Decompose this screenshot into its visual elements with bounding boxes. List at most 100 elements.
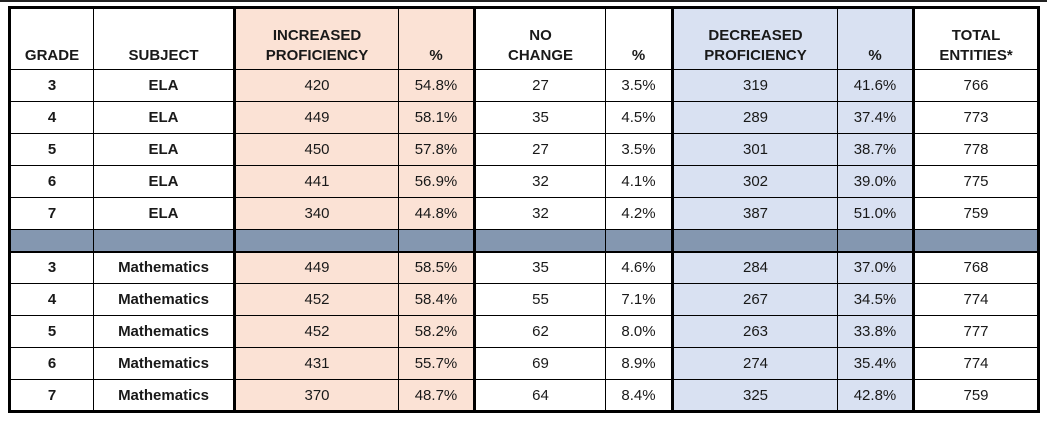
cell-no-change-pct: 7.1% bbox=[605, 283, 673, 316]
cell-increased-pct: 54.8% bbox=[398, 69, 475, 102]
cell-grade: 5 bbox=[9, 133, 94, 166]
cell-subject: ELA bbox=[93, 69, 235, 102]
cell-grade: 3 bbox=[9, 69, 94, 102]
cell-no-change-pct: 3.5% bbox=[605, 69, 673, 102]
cell-subject: ELA bbox=[93, 197, 235, 230]
col-header-total-entities: TOTAL ENTITIES* bbox=[912, 7, 1039, 70]
cell-total-entities: 777 bbox=[912, 315, 1039, 348]
cell-no-change: 32 bbox=[473, 197, 606, 230]
col-header-no-change-pct: % bbox=[605, 7, 673, 70]
cell-no-change-pct: 3.5% bbox=[605, 133, 673, 166]
cell-subject: Mathematics bbox=[93, 251, 235, 284]
cell-increased-proficiency: 449 bbox=[233, 101, 399, 134]
cell-decreased-pct: 39.0% bbox=[837, 165, 914, 198]
cell-increased-proficiency: 370 bbox=[233, 379, 399, 412]
col-header-no-change: NO CHANGE bbox=[473, 7, 606, 70]
table-row-math: 5 Mathematics 452 58.2% 62 8.0% 263 33.8% 777 bbox=[9, 315, 1039, 348]
cell-no-change: 27 bbox=[473, 69, 606, 102]
cell-total-entities: 773 bbox=[912, 101, 1039, 134]
cell-increased-pct: 58.1% bbox=[398, 101, 475, 134]
cell-total-entities: 759 bbox=[912, 197, 1039, 230]
cell-decreased-proficiency: 267 bbox=[671, 283, 838, 316]
cell-subject: Mathematics bbox=[93, 347, 235, 380]
cell-decreased-proficiency: 289 bbox=[671, 101, 838, 134]
cell-subject bbox=[93, 229, 235, 253]
cell-decreased-pct: 42.8% bbox=[837, 379, 914, 412]
cell-decreased-pct: 33.8% bbox=[837, 315, 914, 348]
cell-no-change-pct: 8.0% bbox=[605, 315, 673, 348]
table-row-ela: 7 ELA 340 44.8% 32 4.2% 387 51.0% 759 bbox=[9, 197, 1039, 230]
cell-decreased-proficiency: 301 bbox=[671, 133, 838, 166]
cell-no-change: 27 bbox=[473, 133, 606, 166]
cell-no-change-pct: 4.6% bbox=[605, 251, 673, 284]
cell-no-change: 55 bbox=[473, 283, 606, 316]
cell-increased-pct: 58.4% bbox=[398, 283, 475, 316]
col-header-decreased-pct: % bbox=[837, 7, 914, 70]
cell-increased-proficiency: 452 bbox=[233, 315, 399, 348]
table-row-math: 7 Mathematics 370 48.7% 64 8.4% 325 42.8% 759 bbox=[9, 379, 1039, 412]
cell-no-change-pct: 8.9% bbox=[605, 347, 673, 380]
cell-no-change bbox=[473, 229, 606, 253]
cell-decreased-proficiency: 319 bbox=[671, 69, 838, 102]
cell-total-entities: 759 bbox=[912, 379, 1039, 412]
cell-subject: ELA bbox=[93, 133, 235, 166]
table-row-math: 4 Mathematics 452 58.4% 55 7.1% 267 34.5% 774 bbox=[9, 283, 1039, 316]
table-row-math: 6 Mathematics 431 55.7% 69 8.9% 274 35.4% 774 bbox=[9, 347, 1039, 380]
cell-increased-proficiency: 340 bbox=[233, 197, 399, 230]
cell-increased-proficiency: 431 bbox=[233, 347, 399, 380]
cell-decreased-proficiency: 284 bbox=[671, 251, 838, 284]
cell-decreased-proficiency: 274 bbox=[671, 347, 838, 380]
top-edge-line bbox=[0, 0, 1047, 2]
col-header-decreased-proficiency: DECREASED PROFICIENCY bbox=[671, 7, 838, 70]
cell-decreased-pct: 38.7% bbox=[837, 133, 914, 166]
cell-decreased-pct: 51.0% bbox=[837, 197, 914, 230]
cell-decreased-proficiency: 302 bbox=[671, 165, 838, 198]
cell-increased-pct: 58.5% bbox=[398, 251, 475, 284]
table-row-ela: 6 ELA 441 56.9% 32 4.1% 302 39.0% 775 bbox=[9, 165, 1039, 198]
cell-decreased-pct: 37.4% bbox=[837, 101, 914, 134]
header-row: GRADE SUBJECT INCREASED PROFICIENCY % NO… bbox=[9, 7, 1039, 70]
col-header-increased-proficiency: INCREASED PROFICIENCY bbox=[233, 7, 399, 70]
cell-grade: 7 bbox=[9, 197, 94, 230]
cell-increased-proficiency: 420 bbox=[233, 69, 399, 102]
cell-no-change-pct: 8.4% bbox=[605, 379, 673, 412]
cell-grade: 6 bbox=[9, 165, 94, 198]
cell-increased-pct: 58.2% bbox=[398, 315, 475, 348]
cell-subject: Mathematics bbox=[93, 315, 235, 348]
col-header-subject: SUBJECT bbox=[93, 7, 235, 70]
col-header-grade: GRADE bbox=[9, 7, 94, 70]
cell-decreased-proficiency: 263 bbox=[671, 315, 838, 348]
cell-decreased-proficiency bbox=[671, 229, 838, 253]
table-row-ela: 5 ELA 450 57.8% 27 3.5% 301 38.7% 778 bbox=[9, 133, 1039, 166]
cell-no-change: 64 bbox=[473, 379, 606, 412]
table-container: GRADE SUBJECT INCREASED PROFICIENCY % NO… bbox=[8, 6, 1040, 413]
cell-increased-proficiency: 450 bbox=[233, 133, 399, 166]
cell-decreased-pct: 34.5% bbox=[837, 283, 914, 316]
cell-grade bbox=[9, 229, 94, 253]
cell-decreased-pct: 41.6% bbox=[837, 69, 914, 102]
cell-increased-pct bbox=[398, 229, 475, 253]
cell-decreased-pct bbox=[837, 229, 914, 253]
cell-no-change-pct: 4.1% bbox=[605, 165, 673, 198]
cell-total-entities bbox=[912, 229, 1039, 253]
cell-increased-proficiency: 452 bbox=[233, 283, 399, 316]
table-row-math: 3 Mathematics 449 58.5% 35 4.6% 284 37.0% 768 bbox=[9, 251, 1039, 284]
cell-subject: Mathematics bbox=[93, 283, 235, 316]
cell-increased-proficiency: 449 bbox=[233, 251, 399, 284]
cell-increased-pct: 57.8% bbox=[398, 133, 475, 166]
cell-total-entities: 766 bbox=[912, 69, 1039, 102]
separator-row bbox=[9, 229, 1039, 253]
cell-total-entities: 768 bbox=[912, 251, 1039, 284]
cell-decreased-pct: 37.0% bbox=[837, 251, 914, 284]
cell-increased-proficiency bbox=[233, 229, 399, 253]
cell-grade: 3 bbox=[9, 251, 94, 284]
proficiency-change-table: GRADE SUBJECT INCREASED PROFICIENCY % NO… bbox=[8, 6, 1040, 413]
cell-no-change-pct: 4.5% bbox=[605, 101, 673, 134]
cell-increased-pct: 55.7% bbox=[398, 347, 475, 380]
cell-total-entities: 774 bbox=[912, 347, 1039, 380]
cell-grade: 6 bbox=[9, 347, 94, 380]
cell-no-change: 35 bbox=[473, 101, 606, 134]
cell-decreased-proficiency: 387 bbox=[671, 197, 838, 230]
cell-no-change-pct bbox=[605, 229, 673, 253]
table-row-ela: 4 ELA 449 58.1% 35 4.5% 289 37.4% 773 bbox=[9, 101, 1039, 134]
